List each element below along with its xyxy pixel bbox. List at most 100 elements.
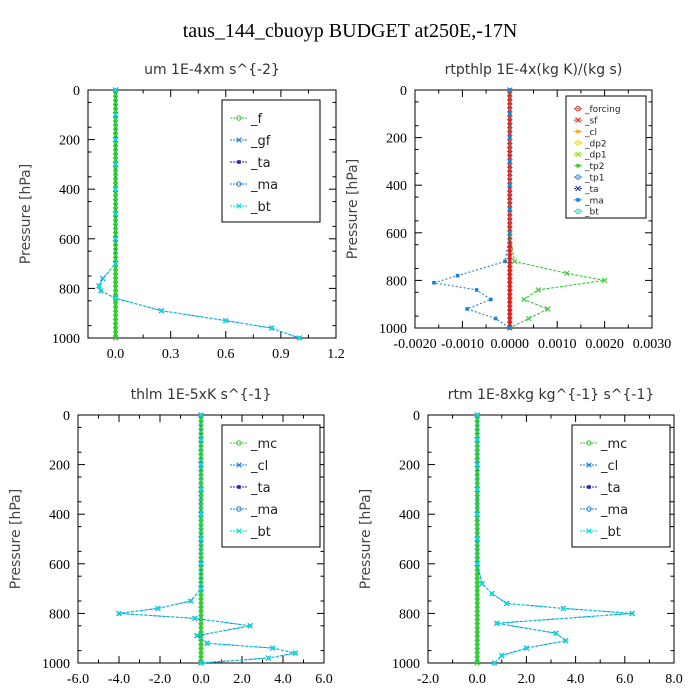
data-point: [112, 277, 119, 283]
legend-label: _ta: [584, 185, 599, 195]
data-point: [112, 302, 119, 308]
data-point: [500, 653, 504, 658]
y-tick-label: 1000: [52, 332, 80, 347]
y-tick-label: 400: [386, 179, 407, 194]
data-point: [198, 656, 204, 662]
data-point: [475, 537, 479, 541]
x-tick-label: -2.0: [149, 672, 171, 687]
y-axis-label: Pressure [hPa]: [345, 159, 361, 259]
x-tick-label: -2.0: [417, 672, 439, 687]
y-axis-label: Pressure [hPa]: [18, 164, 34, 264]
data-point: [503, 259, 507, 264]
legend-label: _cl: [584, 128, 597, 138]
data-point: [199, 413, 203, 417]
x-tick-label: 0.0: [192, 672, 210, 687]
data-point: [508, 135, 512, 140]
legend-label: _ma: [250, 178, 278, 193]
data-point: [112, 281, 119, 288]
data-point: [198, 610, 204, 617]
data-point: [188, 599, 193, 603]
data-point: [474, 606, 480, 613]
legend-marker: [576, 198, 580, 202]
chart-rtm: rtm 1E-8xkg kg^{-1} s^{-1} Pressure [hPa]…: [358, 387, 683, 687]
data-point: [198, 515, 204, 522]
legend-label: _sf: [584, 117, 598, 127]
data-point: [198, 643, 204, 650]
data-point: [475, 562, 479, 566]
data-point: [524, 646, 529, 650]
data-point: [112, 318, 119, 325]
y-tick-label: 0: [73, 84, 80, 99]
data-point: [474, 585, 480, 592]
data-point: [474, 527, 480, 534]
legend-label: _gf: [250, 134, 271, 149]
legend-marker: [236, 181, 242, 187]
data-point: [474, 523, 480, 530]
data-point: [205, 641, 209, 645]
data-point: [117, 611, 121, 616]
data-point: [474, 627, 480, 633]
legend-label: _ta: [600, 481, 621, 496]
x-tick-label: 4.0: [274, 672, 292, 687]
data-point: [475, 413, 479, 417]
data-point: [199, 537, 203, 541]
data-point: [198, 478, 204, 484]
data-point: [563, 638, 568, 643]
legend: _forcing _sf_cl_dp2 _dp1_tp2 _tp1_ta_ma _bt: [565, 95, 647, 219]
y-tick-label: 600: [59, 233, 80, 248]
data-point: [198, 623, 204, 629]
legend-label: _tp1: [584, 174, 604, 184]
data-point: [297, 336, 302, 340]
data-point: [195, 633, 199, 638]
legend: _mc _cl _ta _ma _bt: [571, 424, 671, 548]
data-point: [474, 656, 480, 662]
x-tick-label: -6.0: [67, 672, 89, 687]
data-point: [199, 487, 203, 492]
series-line: [98, 90, 300, 339]
y-tick-label: 200: [386, 132, 407, 147]
data-point: [474, 602, 480, 608]
x-tick-label: 6.0: [616, 672, 634, 687]
data-point: [269, 326, 274, 330]
legend-marker: [575, 208, 581, 215]
data-point: [112, 202, 119, 209]
y-tick-label: 1000: [379, 322, 407, 337]
x-tick-label: 0.0: [107, 347, 125, 362]
data-point: [293, 651, 298, 655]
data-point: [474, 647, 480, 654]
legend-label: _cl: [250, 459, 268, 474]
legend-label: _bt: [600, 525, 621, 540]
data-point: [199, 438, 203, 442]
data-point: [159, 308, 164, 313]
y-tick-label: 200: [399, 459, 420, 474]
data-point: [474, 635, 480, 641]
series-line: [476, 415, 633, 664]
y-tick-label: 600: [49, 558, 70, 573]
data-point: [504, 601, 509, 606]
series-bt: [475, 413, 634, 665]
data-point: [198, 647, 204, 654]
data-point: [601, 277, 608, 284]
y-tick-label: 1000: [392, 657, 420, 672]
data-point: [223, 318, 228, 323]
legend-marker: [575, 151, 581, 158]
data-point: [544, 306, 551, 312]
y-tick-label: 600: [386, 227, 407, 242]
legend-marker: [236, 506, 242, 512]
data-point: [474, 610, 480, 617]
chart-um: um 1E-4xm s^{-2} Pressure [hPa] 0 200 400 600…: [18, 62, 345, 362]
chart-title: thlm 1E-5xK s^{-1}: [131, 387, 272, 403]
data-point: [266, 656, 271, 660]
data-point: [198, 598, 204, 604]
data-point: [535, 287, 542, 293]
data-point: [474, 594, 480, 600]
data-point: [474, 598, 480, 604]
data-point: [193, 616, 197, 621]
x-tick-label: 2.0: [518, 672, 536, 687]
data-point: [474, 288, 479, 292]
data-point: [511, 258, 518, 265]
data-point: [492, 661, 497, 665]
data-point: [475, 438, 479, 442]
data-point: [112, 198, 119, 205]
legend-marker: [237, 160, 241, 164]
